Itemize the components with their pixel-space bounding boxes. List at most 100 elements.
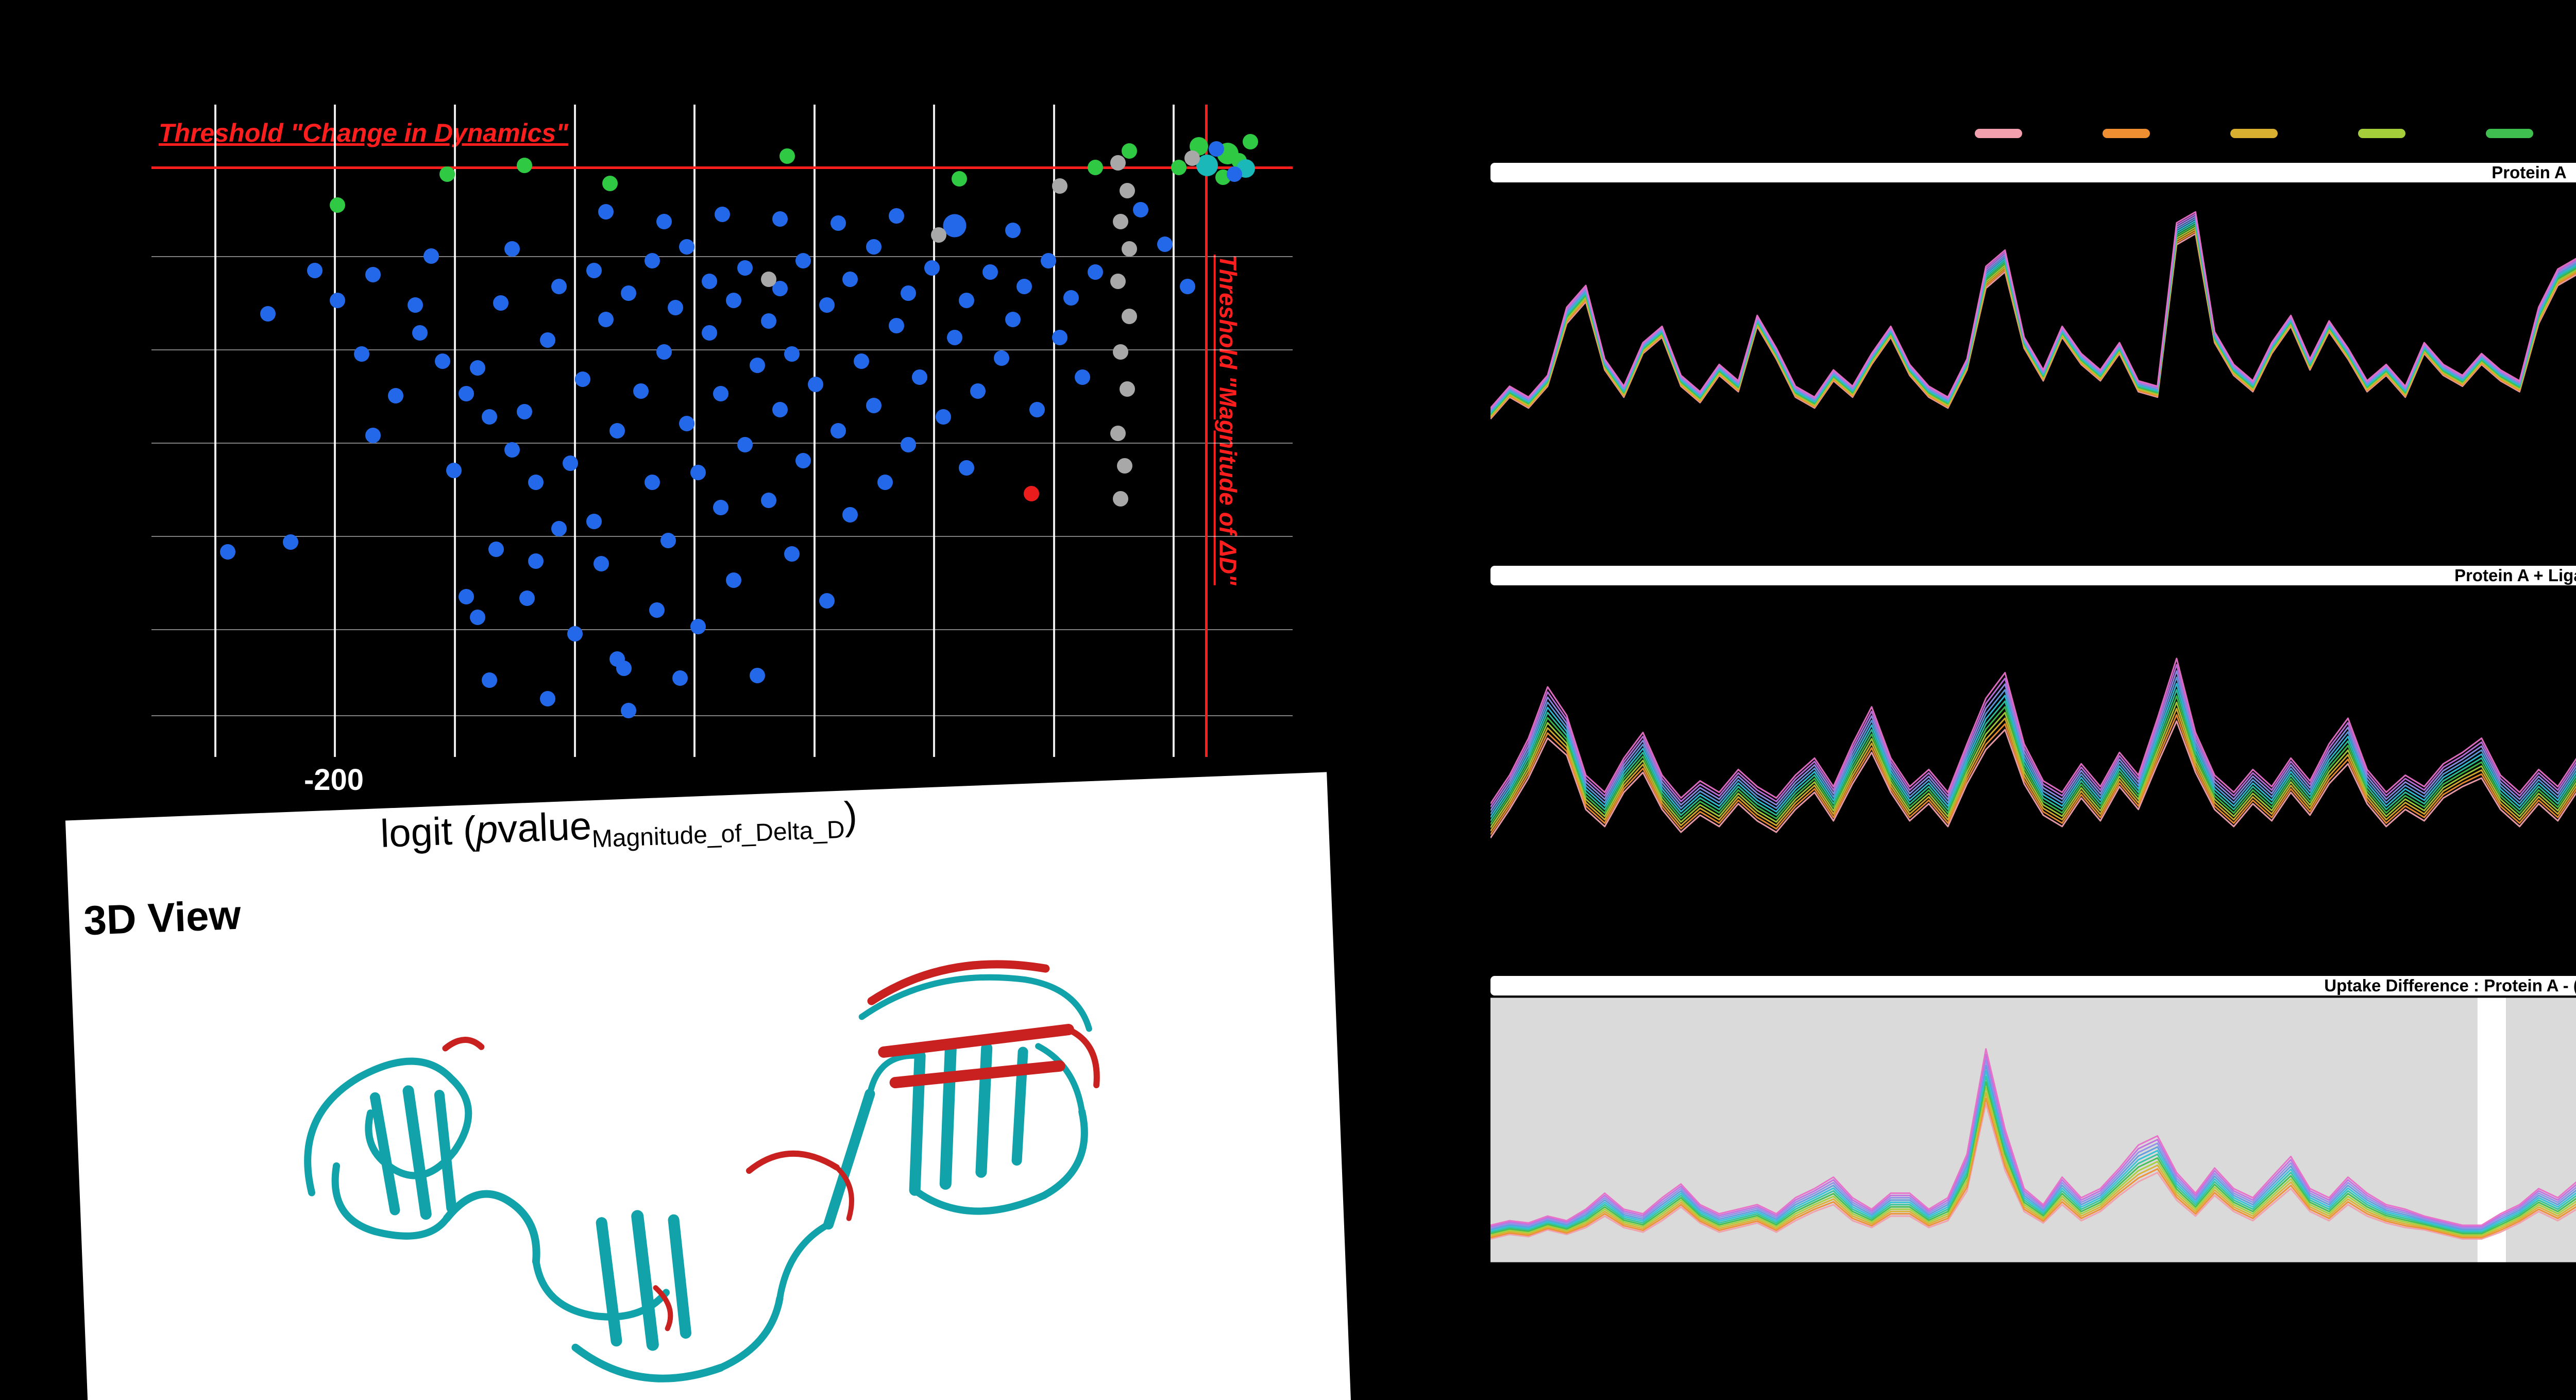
scatter-point[interactable]	[931, 227, 947, 243]
scatter-point[interactable]	[702, 325, 718, 341]
uptake-series[interactable]	[1490, 1082, 2576, 1234]
scatter-point[interactable]	[434, 353, 450, 369]
uptake-series[interactable]	[1490, 225, 2576, 415]
scatter-point[interactable]	[504, 241, 520, 257]
uptake-series[interactable]	[1490, 634, 2576, 824]
scatter-point[interactable]	[645, 252, 660, 268]
uptake-series[interactable]	[1490, 648, 2576, 831]
scatter-point[interactable]	[713, 385, 729, 401]
scatter-point[interactable]	[952, 171, 968, 187]
uptake-series[interactable]	[1490, 661, 2576, 838]
scatter-point[interactable]	[667, 299, 683, 315]
scatter-point[interactable]	[1075, 369, 1091, 385]
scatter-point[interactable]	[772, 402, 788, 418]
uptake-series[interactable]	[1490, 614, 2576, 814]
scatter-point[interactable]	[831, 215, 846, 231]
uptake-series[interactable]	[1490, 223, 2576, 413]
scatter-point[interactable]	[528, 553, 544, 569]
scatter-point[interactable]	[702, 274, 718, 290]
scatter-point[interactable]	[889, 318, 905, 334]
uptake-series[interactable]	[1490, 1076, 2576, 1232]
scatter-point[interactable]	[620, 703, 636, 719]
scatter-point[interactable]	[504, 442, 520, 458]
scatter-point[interactable]	[1110, 155, 1126, 171]
scatter-point[interactable]	[616, 660, 632, 676]
uptake-series[interactable]	[1490, 600, 2576, 807]
scatter-point[interactable]	[1052, 329, 1068, 345]
scatter-point[interactable]	[307, 262, 323, 278]
scatter-point[interactable]	[602, 176, 618, 192]
scatter-point[interactable]	[551, 279, 567, 295]
scatter-point[interactable]	[283, 534, 299, 550]
scatter-point[interactable]	[660, 532, 676, 548]
scatter-point[interactable]	[517, 157, 533, 173]
scatter-point[interactable]	[808, 377, 824, 393]
scatter-point[interactable]	[1117, 458, 1133, 474]
scatter-point[interactable]	[690, 618, 706, 634]
uptake-series[interactable]	[1490, 627, 2576, 821]
scatter-point[interactable]	[1122, 309, 1138, 325]
scatter-point[interactable]	[672, 670, 688, 686]
scatter-point[interactable]	[761, 313, 777, 329]
scatter-point[interactable]	[488, 542, 504, 558]
scatter-point[interactable]	[842, 272, 858, 288]
scatter-point[interactable]	[656, 344, 672, 360]
scatter-point[interactable]	[539, 332, 555, 348]
legend-swatch[interactable]	[2358, 129, 2405, 138]
uptake-difference-chart[interactable]	[1490, 996, 2576, 1275]
scatter-point[interactable]	[1227, 166, 1243, 182]
scatter-point[interactable]	[725, 292, 741, 308]
scatter-point[interactable]	[1119, 381, 1135, 397]
uptake-chart-protein-a[interactable]	[1490, 182, 2576, 555]
scatter-point[interactable]	[784, 346, 800, 362]
uptake-series[interactable]	[1490, 1060, 2576, 1228]
uptake-series[interactable]	[1490, 654, 2576, 834]
scatter-point[interactable]	[1110, 274, 1126, 290]
uptake-series[interactable]	[1490, 606, 2576, 811]
scatter-point[interactable]	[1133, 201, 1149, 217]
uptake-series[interactable]	[1490, 1093, 2576, 1236]
scatter-point[interactable]	[761, 272, 777, 288]
scatter-point[interactable]	[407, 297, 423, 313]
scatter-point[interactable]	[528, 475, 544, 490]
scatter-point[interactable]	[900, 285, 916, 301]
scatter-point[interactable]	[795, 453, 811, 469]
scatter-point[interactable]	[784, 546, 800, 562]
scatter-point[interactable]	[690, 465, 706, 481]
scatter-point[interactable]	[493, 295, 509, 311]
uptake-series[interactable]	[1490, 593, 2576, 804]
scatter-point[interactable]	[853, 353, 869, 369]
uptake-series[interactable]	[1490, 221, 2576, 412]
scatter-point[interactable]	[819, 297, 835, 313]
scatter-point[interactable]	[481, 672, 497, 688]
scatter-point[interactable]	[1110, 426, 1126, 442]
scatter-point[interactable]	[1005, 311, 1021, 327]
uptake-series[interactable]	[1490, 1087, 2576, 1235]
scatter-point[interactable]	[866, 397, 882, 413]
volcano-plot[interactable]: Threshold "Change in Dynamics" Threshold…	[151, 105, 1293, 757]
scatter-point[interactable]	[365, 427, 381, 443]
scatter-point[interactable]	[970, 383, 986, 399]
scatter-point[interactable]	[1157, 236, 1173, 252]
scatter-point[interactable]	[982, 264, 998, 280]
scatter-point[interactable]	[819, 593, 835, 609]
scatter-point[interactable]	[519, 591, 535, 606]
scatter-point[interactable]	[330, 197, 346, 213]
legend-swatch[interactable]	[1975, 129, 2022, 138]
scatter-point[interactable]	[1184, 150, 1200, 166]
scatter-point[interactable]	[1208, 141, 1224, 157]
scatter-point[interactable]	[1040, 252, 1056, 268]
uptake-series[interactable]	[1490, 227, 2576, 416]
scatter-point[interactable]	[633, 383, 649, 399]
scatter-point[interactable]	[831, 423, 846, 438]
scatter-point[interactable]	[1112, 344, 1128, 360]
scatter-point[interactable]	[598, 311, 614, 327]
scatter-point[interactable]	[1016, 279, 1032, 295]
3d-view-card[interactable]: logit (pvalueMagnitude_of_Delta_D) 3D Vi…	[65, 772, 1352, 1400]
scatter-point[interactable]	[365, 267, 381, 283]
uptake-series[interactable]	[1490, 212, 2576, 408]
scatter-point[interactable]	[911, 369, 927, 385]
scatter-point[interactable]	[943, 214, 967, 238]
uptake-series[interactable]	[1490, 1066, 2576, 1229]
scatter-point[interactable]	[593, 556, 609, 572]
